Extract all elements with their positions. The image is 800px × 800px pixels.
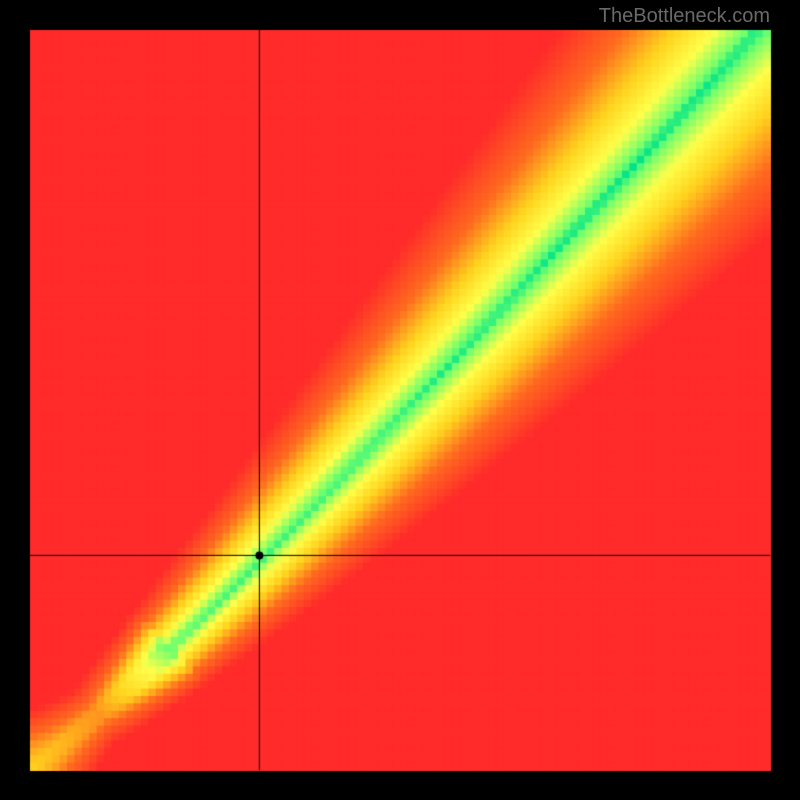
- chart-container: TheBottleneck.com: [0, 0, 800, 800]
- watermark-text: TheBottleneck.com: [599, 5, 770, 28]
- bottleneck-heatmap: [0, 0, 800, 800]
